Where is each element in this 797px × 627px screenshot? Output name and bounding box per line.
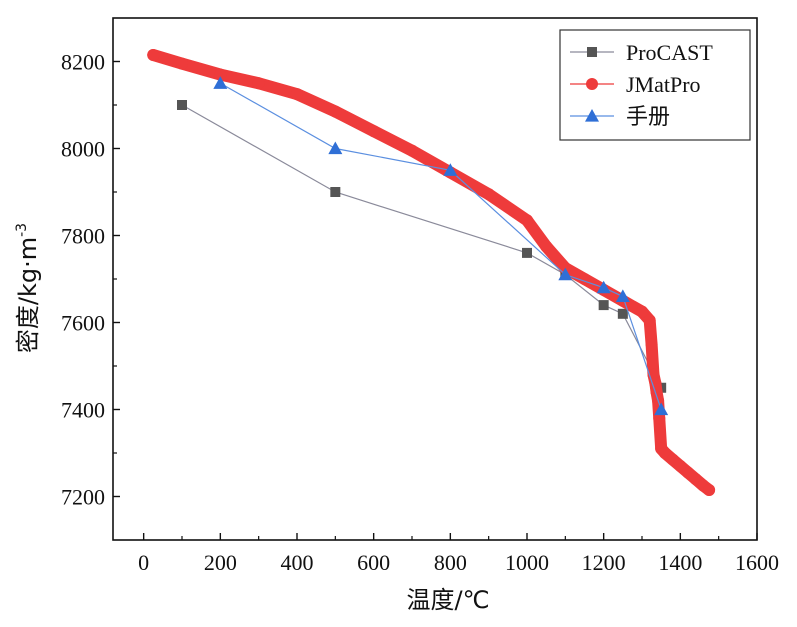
series-line-ProCAST (181, 104, 662, 389)
data-point (214, 68, 227, 81)
x-tick-label: 1400 (658, 550, 702, 575)
y-tick-label: 8000 (61, 137, 105, 162)
data-point (617, 308, 628, 319)
data-point (213, 76, 228, 89)
x-tick-label: 800 (434, 550, 467, 575)
data-point (147, 48, 160, 61)
data-point (443, 163, 458, 176)
legend-label: ProCAST (626, 40, 713, 65)
legend-marker (586, 78, 598, 90)
tick-labels: 0 200 400 600 800 1000 1200 1400 1600 7200 7400 760… (61, 50, 779, 576)
data-point (406, 144, 418, 157)
x-tick-label: 1200 (582, 550, 626, 575)
y-tick-label: 8200 (61, 50, 105, 75)
legend-item-JMatPro: JMatPro (570, 72, 701, 97)
x-tick-label: 400 (281, 550, 314, 575)
data-point (522, 247, 532, 258)
data-point (252, 77, 265, 90)
data-point (367, 125, 380, 138)
axes (112, 17, 758, 541)
x-tick-label: 0 (138, 550, 149, 575)
legend-item-手册: 手册 (570, 104, 670, 129)
x-tick-label: 1000 (505, 550, 549, 575)
legend-item-ProCAST: ProCAST (570, 40, 713, 65)
data-point (329, 105, 342, 118)
data-point (328, 141, 343, 155)
y-tick-label: 7200 (61, 485, 105, 510)
legend: ProCAST JMatPro 手册 (559, 29, 751, 141)
series-JMatPro (147, 48, 716, 496)
y-axis-title-main: 密度/kg·m (14, 237, 42, 353)
x-tick-label: 600 (357, 550, 390, 575)
data-point (558, 267, 573, 281)
y-axis-title-superscript: -3 (14, 223, 30, 237)
data-point (596, 280, 611, 294)
plot-area (147, 48, 716, 496)
legend-marker (585, 109, 599, 122)
y-tick-label: 7600 (61, 311, 105, 336)
data-point (643, 314, 656, 327)
data-point (521, 214, 533, 227)
data-point (177, 100, 187, 110)
x-tick-label: 200 (204, 550, 237, 575)
data-point (291, 88, 303, 101)
data-point (330, 187, 341, 197)
data-point (176, 57, 188, 70)
y-axis-title-group: 密度/kg·m-3 (14, 223, 42, 353)
x-tick-label: 1600 (735, 550, 779, 575)
data-point (645, 338, 658, 351)
data-point (540, 240, 553, 253)
legend-label: 手册 (626, 104, 670, 129)
y-axis-title: 密度/kg·m-3 (14, 223, 42, 353)
series-手册 (213, 76, 669, 416)
legend-label: JMatPro (626, 72, 701, 97)
y-tick-label: 7800 (61, 224, 105, 249)
data-point (615, 289, 630, 302)
data-point (653, 412, 666, 425)
data-point (636, 305, 648, 318)
data-point (654, 402, 669, 416)
data-point (703, 483, 716, 496)
data-point (598, 300, 609, 311)
series-ProCAST (177, 100, 667, 393)
data-point (482, 188, 495, 201)
y-tick-label: 7400 (61, 398, 105, 423)
x-axis-title: 温度/℃ (406, 586, 489, 614)
legend-marker (587, 47, 597, 57)
